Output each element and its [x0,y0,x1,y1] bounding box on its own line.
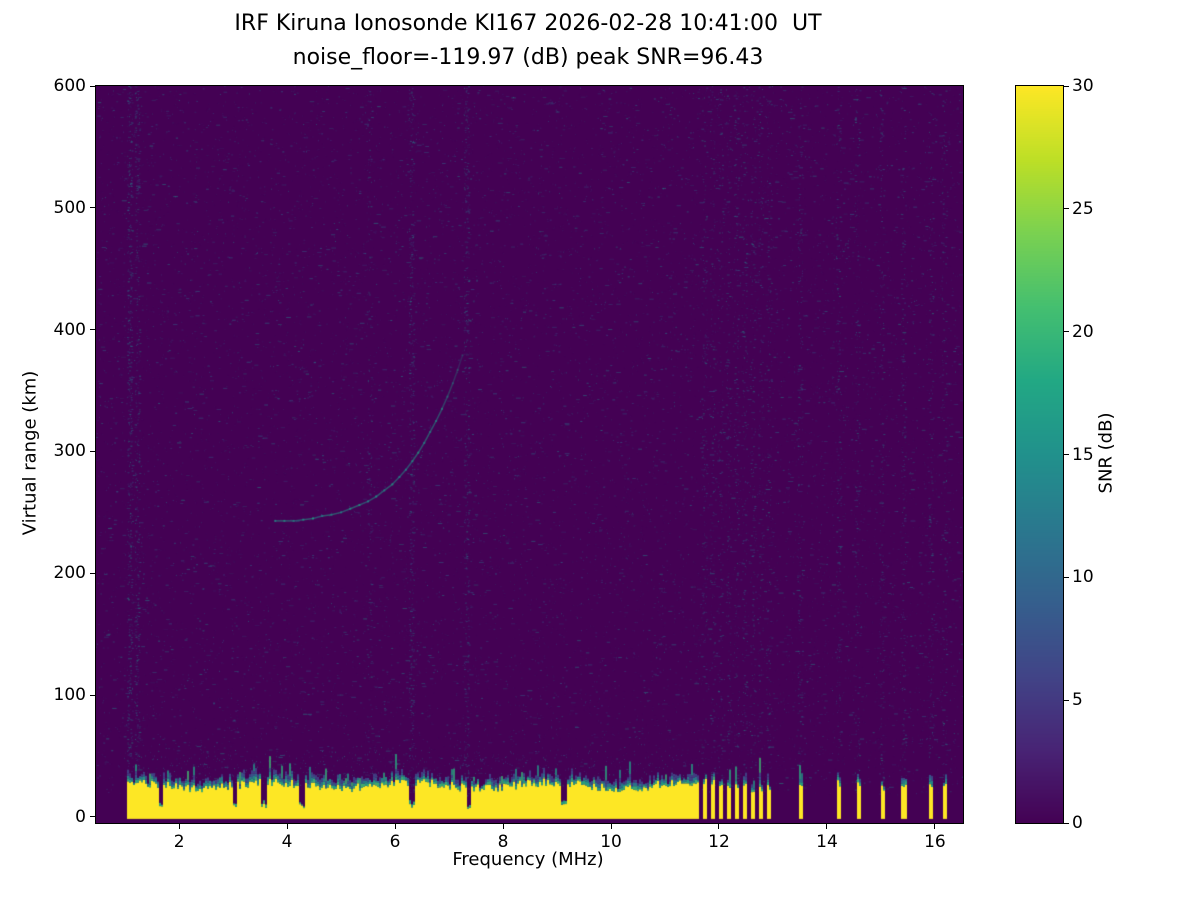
y-tick-label: 600 [53,76,86,96]
colorbar-tick-label: 15 [1072,444,1094,465]
y-tick-label: 200 [53,563,86,584]
y-tick-mark [90,450,95,452]
x-tick-label: 10 [600,832,622,852]
y-tick-mark [90,694,95,696]
x-tick-label: 8 [497,832,509,852]
y-tick-label: 300 [53,441,86,462]
x-tick-mark [178,824,180,829]
colorbar-tick-mark [1064,85,1069,87]
colorbar-tick-label: 25 [1072,198,1094,219]
x-tick-mark [502,824,504,829]
colorbar-tick-label: 0 [1072,813,1083,833]
y-tick-label: 400 [53,319,86,340]
colorbar-label: SNR (dB) [1095,412,1117,494]
y-tick-label: 100 [53,685,86,706]
chart-subtitle: noise_floor=-119.97 (dB) peak SNR=96.43 [292,45,764,70]
x-tick-mark [934,824,936,829]
x-tick-label: 12 [708,832,730,852]
x-tick-mark [718,824,720,829]
colorbar-tick-mark [1064,331,1069,333]
x-tick-mark [394,824,396,829]
y-tick-mark [90,329,95,331]
colorbar [1015,85,1064,824]
colorbar-tick-label: 20 [1072,321,1094,342]
colorbar-gradient-canvas [1016,86,1063,823]
x-tick-label: 14 [816,832,838,852]
colorbar-tick-label: 10 [1072,567,1094,588]
colorbar-tick-mark [1064,822,1069,824]
colorbar-tick-label: 5 [1072,690,1083,711]
chart-title: IRF Kiruna Ionosonde KI167 2026-02-28 10… [234,11,822,36]
y-tick-mark [90,572,95,574]
colorbar-tick-mark [1064,576,1069,578]
y-tick-mark [90,816,95,818]
x-tick-label: 6 [389,832,401,852]
y-tick-mark [90,85,95,87]
heatmap-plot-area [95,85,964,824]
colorbar-tick-label: 30 [1072,76,1094,96]
x-tick-mark [286,824,288,829]
x-tick-label: 4 [281,832,293,852]
x-tick-label: 2 [173,832,185,852]
x-axis-label: Frequency (MHz) [452,849,604,870]
y-tick-label: 500 [53,197,86,218]
colorbar-tick-mark [1064,208,1069,210]
colorbar-tick-mark [1064,454,1069,455]
y-tick-label: 0 [75,806,86,827]
x-tick-mark [610,824,612,829]
y-tick-mark [90,207,95,209]
colorbar-tick-mark [1064,699,1069,701]
ionogram-heatmap-canvas [96,86,963,823]
x-tick-label: 16 [924,832,946,852]
x-tick-mark [826,824,828,829]
